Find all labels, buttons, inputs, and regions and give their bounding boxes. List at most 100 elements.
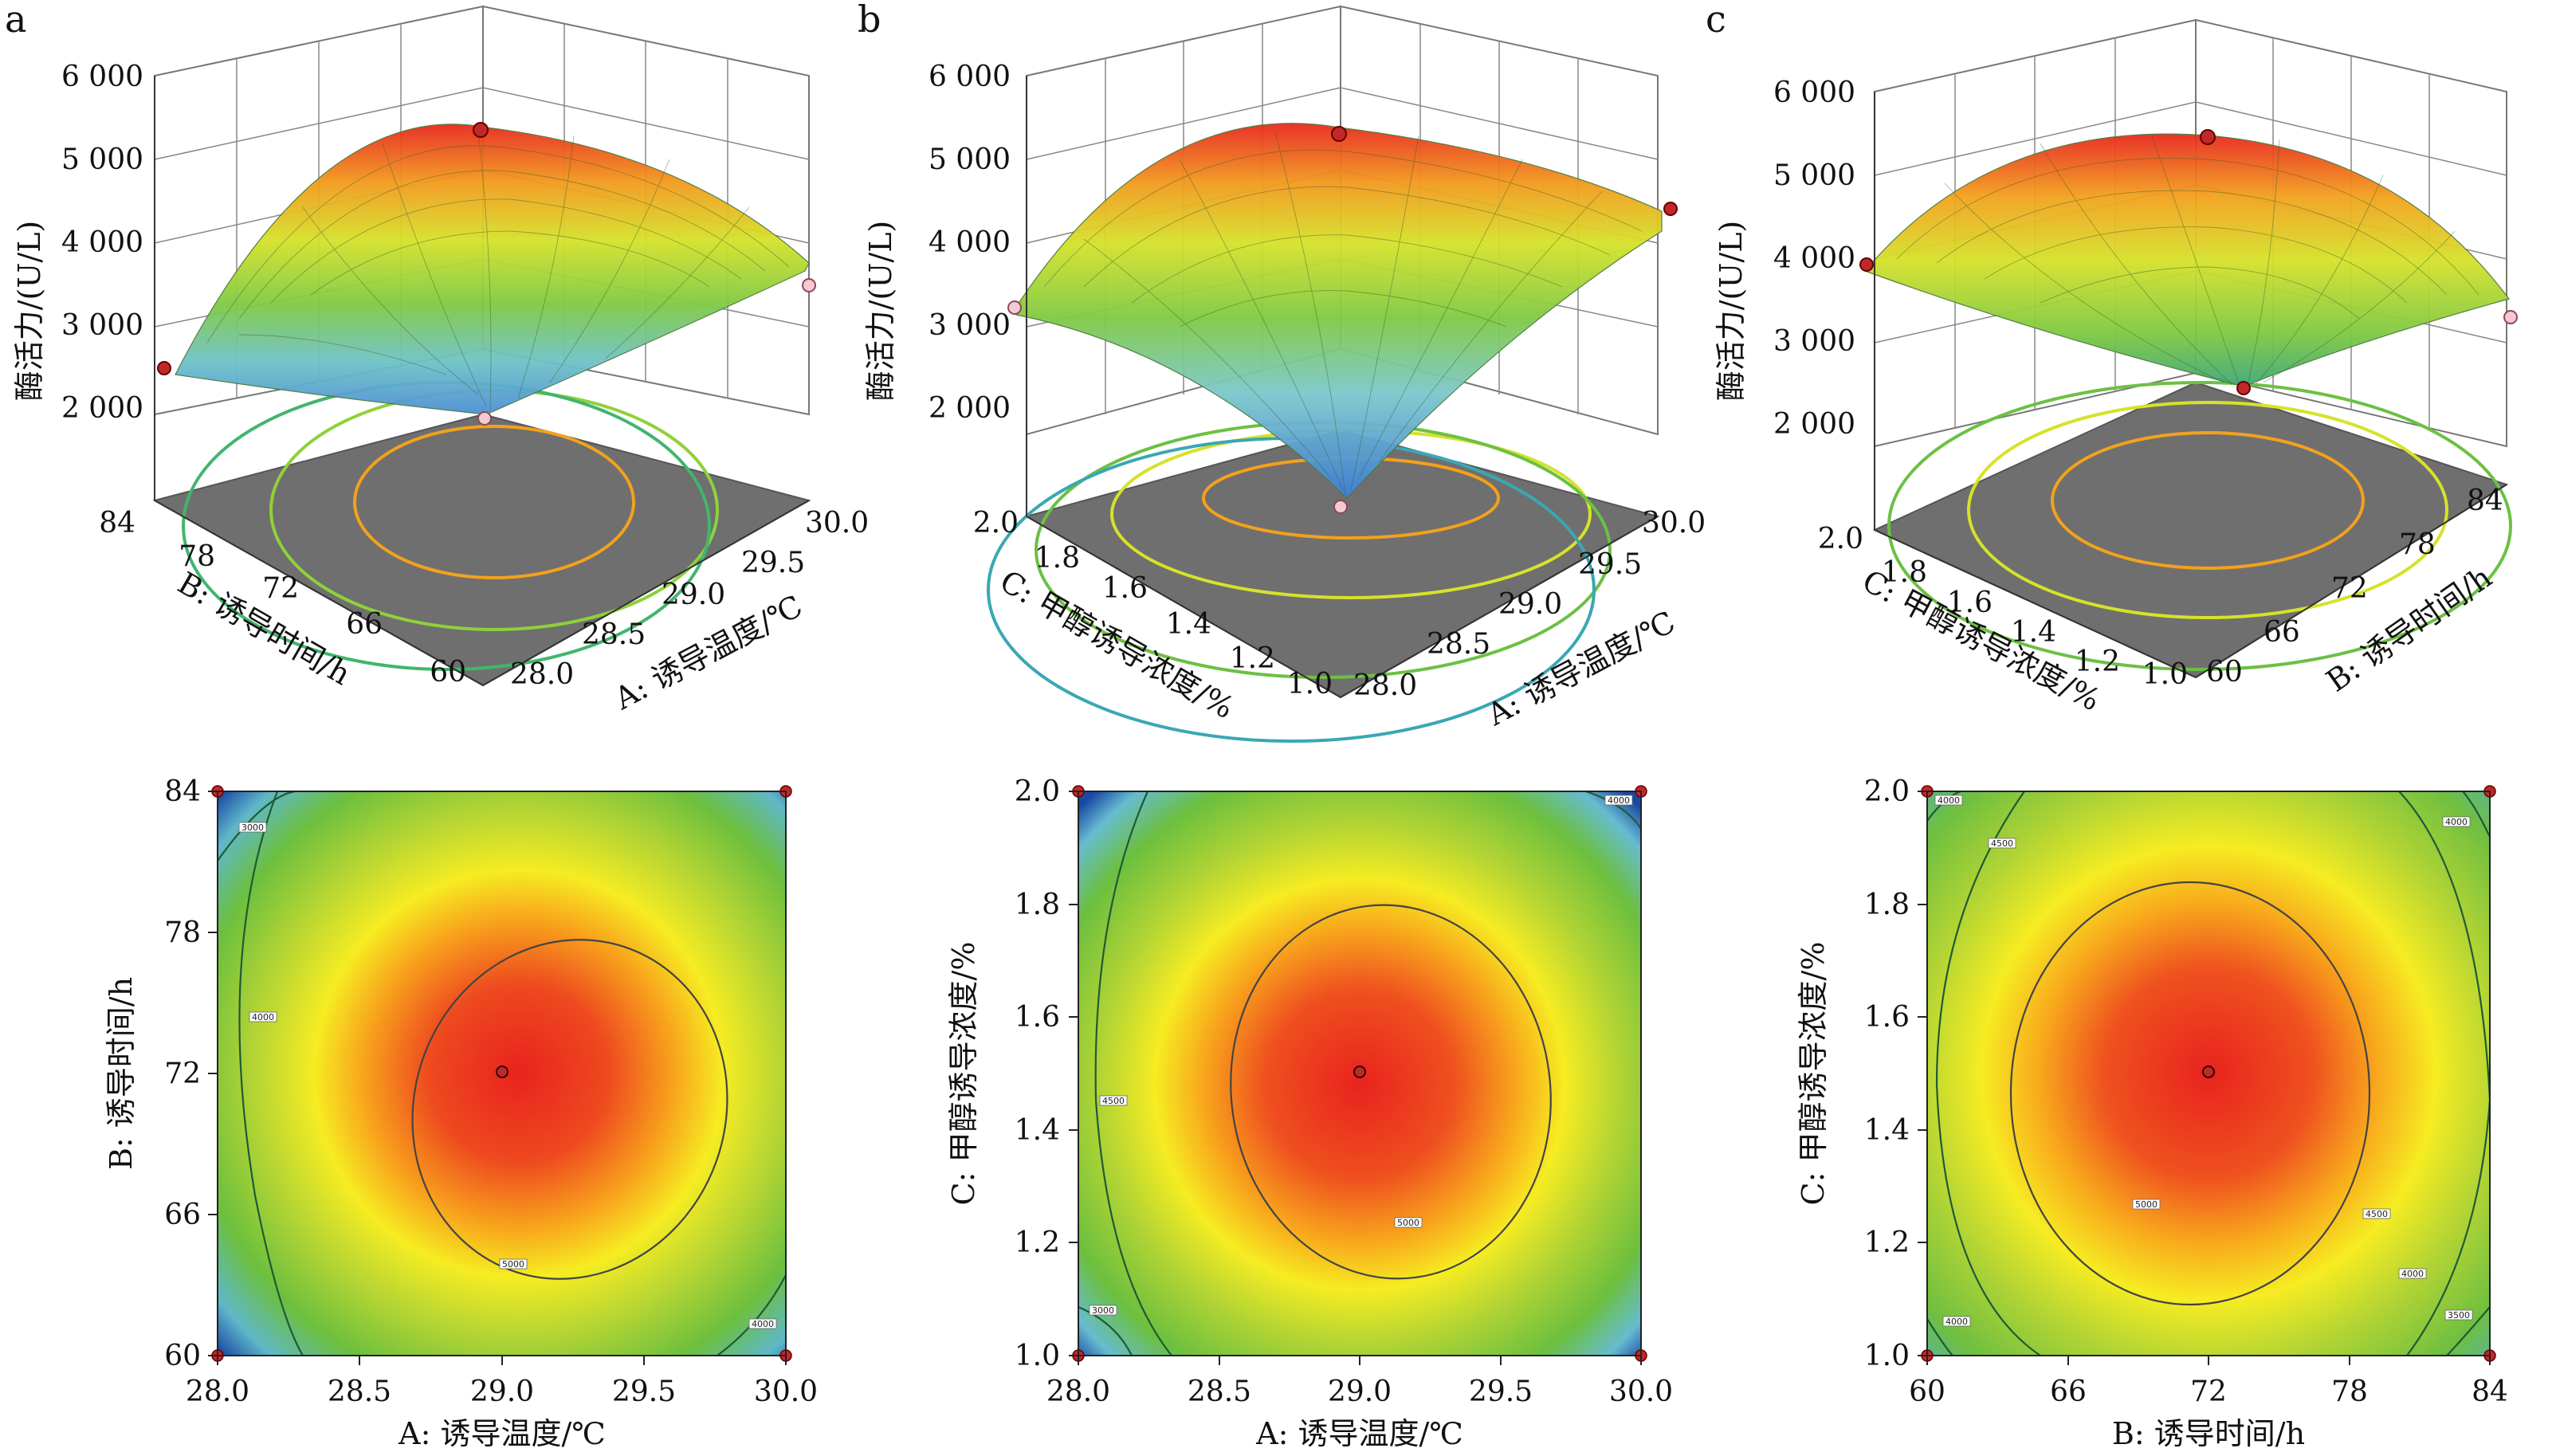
svg-text:29.0: 29.0 bbox=[662, 579, 725, 611]
svg-text:1.4: 1.4 bbox=[1015, 1114, 1060, 1147]
svg-text:28.5: 28.5 bbox=[328, 1376, 391, 1408]
svg-text:72: 72 bbox=[2331, 572, 2368, 605]
svg-text:72: 72 bbox=[164, 1058, 201, 1090]
svg-text:29.0: 29.0 bbox=[1498, 588, 1562, 621]
svg-text:3000: 3000 bbox=[241, 822, 264, 833]
svg-text:1.8: 1.8 bbox=[1035, 542, 1080, 575]
svg-text:1.8: 1.8 bbox=[1015, 889, 1060, 921]
svg-text:1.0: 1.0 bbox=[1864, 1340, 1910, 1372]
y-tick-labels-a: 84 78 72 66 60 bbox=[99, 507, 466, 689]
svg-text:1.0: 1.0 bbox=[1015, 1340, 1060, 1372]
svg-text:6 000: 6 000 bbox=[61, 61, 143, 93]
x-tick-labels-c: 60 66 72 78 84 bbox=[2206, 485, 2503, 689]
center-point bbox=[1353, 1066, 1366, 1078]
z-axis-label-b: 酶活力/(U/L) bbox=[863, 221, 898, 402]
y-axis-label: C: 甲醇诱导浓度/% bbox=[1796, 942, 1831, 1206]
svg-text:1.2: 1.2 bbox=[1864, 1226, 1910, 1259]
svg-text:1.0: 1.0 bbox=[1287, 668, 1333, 701]
svg-text:3 000: 3 000 bbox=[1773, 325, 1855, 358]
y-tick-labels: 84 78 72 66 60 bbox=[164, 775, 201, 1372]
svg-text:4000: 4000 bbox=[1608, 795, 1630, 806]
svg-text:1.4: 1.4 bbox=[2011, 616, 2056, 649]
svg-text:29.0: 29.0 bbox=[1328, 1376, 1392, 1408]
svg-text:4000: 4000 bbox=[752, 1319, 774, 1329]
x-tick-labels: 28.0 28.5 29.0 29.5 30.0 bbox=[1046, 1376, 1673, 1408]
svg-text:30.0: 30.0 bbox=[1609, 1376, 1673, 1408]
design-point bbox=[2236, 381, 2251, 395]
x-tick-labels-a: 28.0 28.5 29.0 29.5 30.0 bbox=[510, 507, 869, 691]
svg-text:4000: 4000 bbox=[252, 1012, 274, 1022]
contour-panel-a: 3000 4000 5000 4000 28.0 28.5 29.0 29.5 … bbox=[104, 775, 818, 1451]
surface-panel-a: 6 000 5 000 4 000 3 000 2 000 酶活力/(U/L) … bbox=[12, 5, 869, 716]
svg-text:29.5: 29.5 bbox=[612, 1376, 676, 1408]
svg-text:4 000: 4 000 bbox=[61, 226, 143, 259]
svg-text:4 000: 4 000 bbox=[1773, 242, 1855, 275]
svg-text:4000: 4000 bbox=[2445, 817, 2468, 827]
contour-level-labels: 3000 4000 5000 4000 bbox=[238, 822, 777, 1329]
svg-text:5000: 5000 bbox=[502, 1259, 524, 1270]
svg-text:2 000: 2 000 bbox=[61, 392, 143, 425]
svg-text:1.6: 1.6 bbox=[1102, 572, 1148, 605]
svg-text:66: 66 bbox=[346, 608, 383, 641]
svg-text:30.0: 30.0 bbox=[1642, 507, 1706, 540]
svg-text:6 000: 6 000 bbox=[929, 61, 1011, 93]
contour-panel-c: 4000 4500 5000 4500 4000 3500 4000 4000 bbox=[1796, 775, 2508, 1451]
x-axis-label: A: 诱导温度/℃ bbox=[398, 1416, 606, 1451]
center-point bbox=[496, 1066, 508, 1078]
svg-text:72: 72 bbox=[262, 572, 299, 605]
svg-text:28.5: 28.5 bbox=[1427, 628, 1490, 661]
response-surface-b bbox=[1015, 123, 1663, 499]
svg-text:28.0: 28.0 bbox=[510, 658, 574, 691]
panel-label-c: c bbox=[1706, 0, 1726, 41]
svg-text:66: 66 bbox=[2263, 616, 2300, 649]
contour-level-labels: 4000 4500 5000 4500 4000 3500 4000 4000 bbox=[1934, 795, 2473, 1327]
svg-text:5000: 5000 bbox=[2135, 1199, 2157, 1210]
svg-text:84: 84 bbox=[99, 507, 135, 540]
svg-text:28.0: 28.0 bbox=[1046, 1376, 1110, 1408]
y-tick-labels-c: 2.0 1.8 1.6 1.4 1.2 1.0 bbox=[1818, 523, 2188, 691]
svg-text:1.2: 1.2 bbox=[1230, 642, 1275, 675]
y-tick-labels: 2.0 1.8 1.6 1.4 1.2 1.0 bbox=[1864, 775, 1910, 1372]
svg-text:2.0: 2.0 bbox=[973, 507, 1019, 540]
svg-text:28.5: 28.5 bbox=[582, 618, 646, 651]
design-point bbox=[2200, 129, 2216, 145]
design-point bbox=[477, 411, 492, 426]
center-point bbox=[2202, 1066, 2215, 1078]
svg-text:84: 84 bbox=[2472, 1376, 2508, 1408]
x-tick-labels-b: 28.0 28.5 29.0 29.5 30.0 bbox=[1353, 507, 1706, 702]
y-tick-labels-b: 2.0 1.8 1.6 1.4 1.2 1.0 bbox=[973, 507, 1333, 701]
design-point bbox=[802, 278, 816, 292]
svg-text:1.8: 1.8 bbox=[1882, 556, 1927, 589]
svg-text:2.0: 2.0 bbox=[1818, 523, 1863, 555]
response-surface-a bbox=[175, 124, 810, 415]
svg-text:66: 66 bbox=[164, 1199, 201, 1231]
svg-text:60: 60 bbox=[1909, 1376, 1945, 1408]
svg-text:29.5: 29.5 bbox=[1469, 1376, 1533, 1408]
design-point bbox=[1333, 500, 1348, 514]
svg-text:28.0: 28.0 bbox=[186, 1376, 249, 1408]
design-point bbox=[157, 361, 171, 375]
svg-text:84: 84 bbox=[2467, 485, 2503, 517]
svg-text:66: 66 bbox=[2050, 1376, 2087, 1408]
svg-text:3000: 3000 bbox=[1092, 1305, 1114, 1316]
svg-text:30.0: 30.0 bbox=[754, 1376, 818, 1408]
svg-text:29.5: 29.5 bbox=[1578, 548, 1642, 581]
svg-text:5000: 5000 bbox=[1397, 1218, 1419, 1228]
z-tick-labels-c: 6 000 5 000 4 000 3 000 2 000 bbox=[1773, 77, 1855, 441]
svg-text:5 000: 5 000 bbox=[1773, 159, 1855, 192]
svg-text:72: 72 bbox=[2190, 1376, 2227, 1408]
svg-text:2.0: 2.0 bbox=[1864, 775, 1910, 808]
svg-text:78: 78 bbox=[2331, 1376, 2368, 1408]
svg-text:4000: 4000 bbox=[2401, 1269, 2424, 1279]
svg-text:2 000: 2 000 bbox=[1773, 408, 1855, 441]
svg-text:6 000: 6 000 bbox=[1773, 77, 1855, 109]
x-axis-label: A: 诱导温度/℃ bbox=[1255, 1416, 1463, 1451]
response-surface-c bbox=[1863, 133, 2511, 387]
y-axis-label: C: 甲醇诱导浓度/% bbox=[946, 942, 981, 1206]
design-point bbox=[473, 122, 489, 138]
z-tick-labels-a: 6 000 5 000 4 000 3 000 2 000 bbox=[61, 61, 143, 425]
svg-text:1.8: 1.8 bbox=[1864, 889, 1910, 921]
surface-panel-c: 6 000 5 000 4 000 3 000 2 000 酶活力/(U/L) … bbox=[1714, 18, 2518, 718]
svg-text:3 000: 3 000 bbox=[929, 309, 1011, 342]
